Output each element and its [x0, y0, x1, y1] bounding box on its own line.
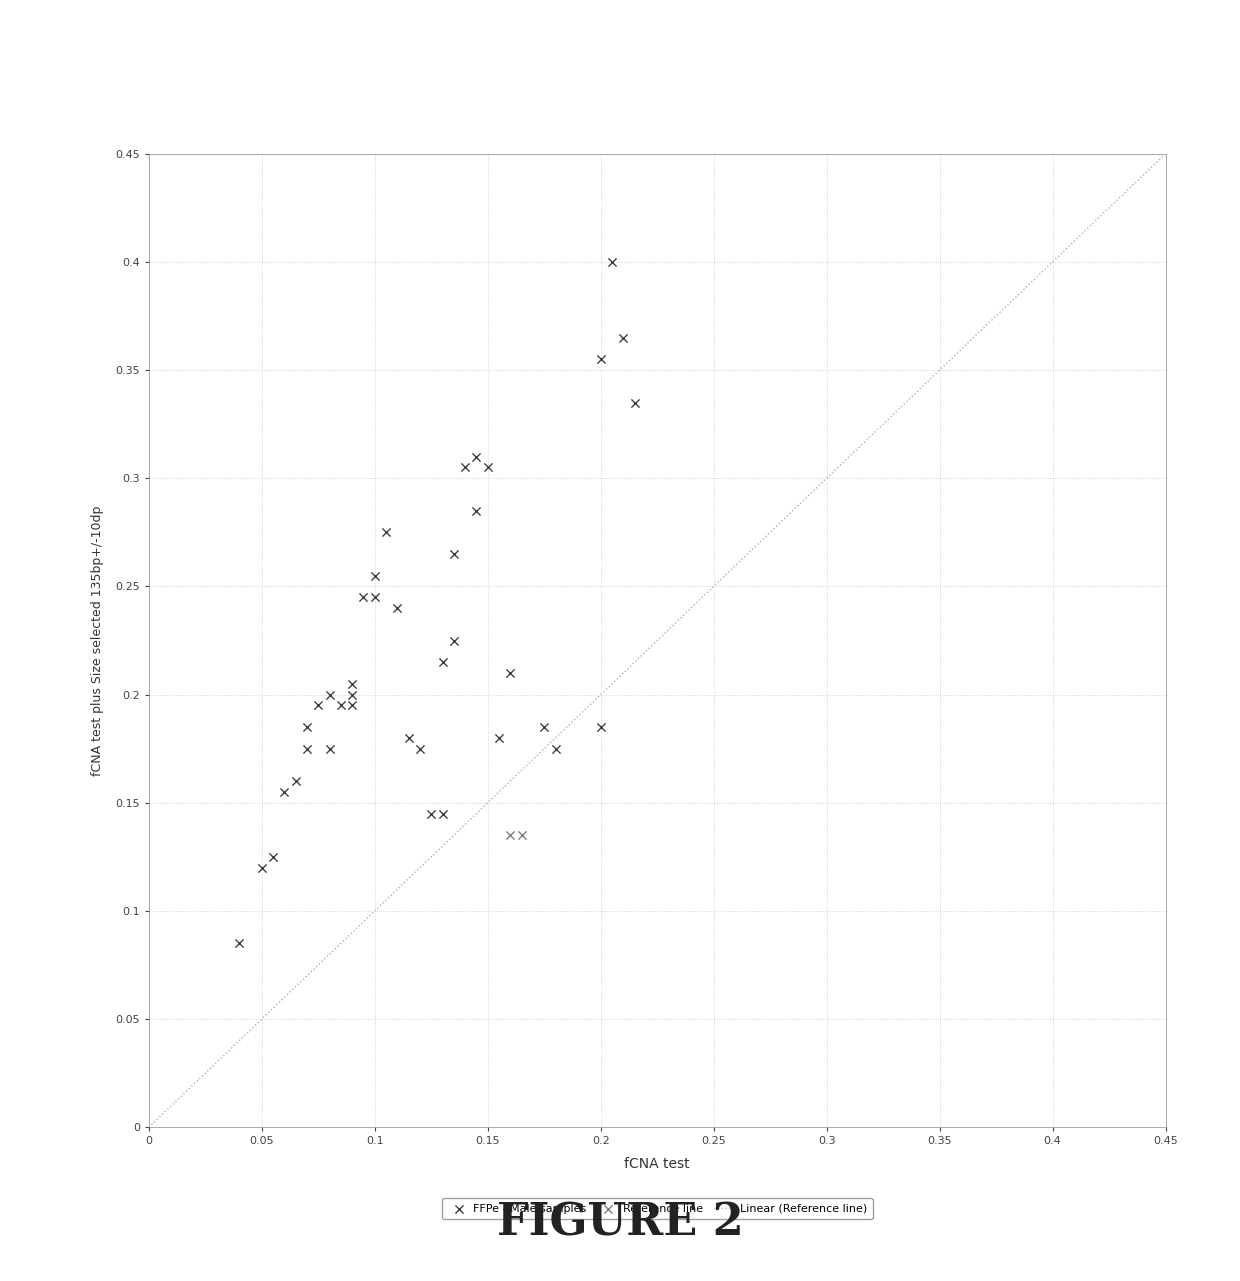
Reference line: [501, 825, 521, 845]
FFPe - Male samples: [477, 457, 497, 478]
FFPe - Male samples: [489, 728, 508, 748]
Y-axis label: fCNA test plus Size selected 135bp+/-10dp: fCNA test plus Size selected 135bp+/-10d…: [91, 505, 104, 776]
FFPe - Male samples: [342, 674, 362, 694]
FFPe - Male samples: [614, 328, 634, 348]
FFPe - Male samples: [422, 803, 441, 824]
FFPe - Male samples: [320, 738, 340, 758]
FFPe - Male samples: [399, 728, 419, 748]
FFPe - Male samples: [433, 803, 453, 824]
FFPe - Male samples: [376, 523, 396, 543]
FFPe - Male samples: [625, 392, 645, 412]
FFPe - Male samples: [353, 587, 373, 607]
FFPe - Male samples: [546, 738, 565, 758]
FFPe - Male samples: [590, 717, 610, 738]
FFPe - Male samples: [320, 684, 340, 705]
FFPe - Male samples: [285, 771, 305, 792]
Text: FIGURE 2: FIGURE 2: [497, 1202, 743, 1245]
FFPe - Male samples: [590, 348, 610, 369]
FFPe - Male samples: [331, 696, 351, 716]
FFPe - Male samples: [274, 781, 294, 802]
FFPe - Male samples: [444, 543, 464, 564]
FFPe - Male samples: [501, 662, 521, 683]
X-axis label: fCNA test: fCNA test: [625, 1158, 689, 1171]
FFPe - Male samples: [603, 251, 622, 272]
FFPe - Male samples: [466, 501, 486, 521]
FFPe - Male samples: [410, 738, 430, 758]
FFPe - Male samples: [365, 565, 384, 585]
FFPe - Male samples: [534, 717, 554, 738]
FFPe - Male samples: [263, 847, 283, 867]
FFPe - Male samples: [298, 738, 317, 758]
Legend: FFPe - Male samples, Reference line, Linear (Reference line): FFPe - Male samples, Reference line, Lin…: [441, 1198, 873, 1220]
FFPe - Male samples: [433, 652, 453, 673]
FFPe - Male samples: [252, 857, 272, 877]
FFPe - Male samples: [444, 630, 464, 651]
FFPe - Male samples: [342, 684, 362, 705]
FFPe - Male samples: [365, 587, 384, 607]
FFPe - Male samples: [309, 696, 329, 716]
FFPe - Male samples: [298, 717, 317, 738]
FFPe - Male samples: [229, 933, 249, 953]
FFPe - Male samples: [342, 696, 362, 716]
FFPe - Male samples: [387, 598, 407, 619]
Reference line: [512, 825, 532, 845]
FFPe - Male samples: [455, 457, 475, 478]
FFPe - Male samples: [466, 446, 486, 466]
